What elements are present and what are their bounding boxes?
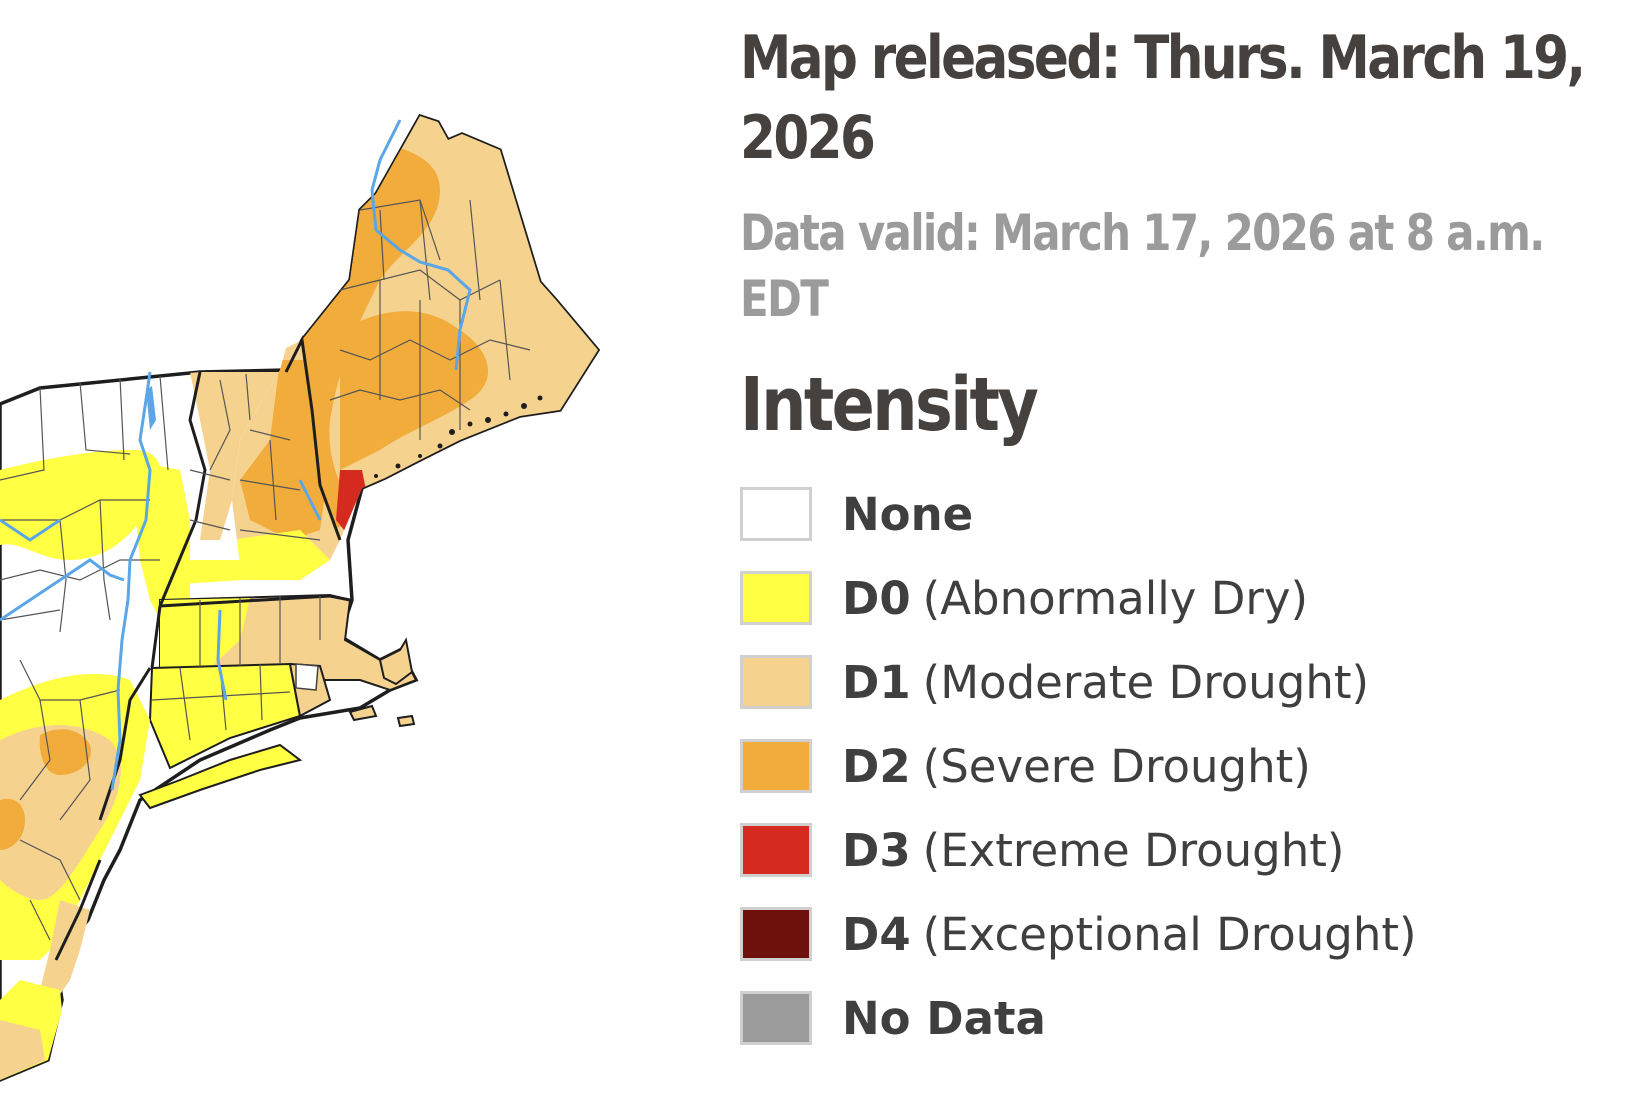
legend-description: (Abnormally Dry) <box>922 571 1309 625</box>
legend-swatch <box>740 487 812 541</box>
map-released-title: Map released: Thurs. March 19, 2026 <box>740 23 1586 173</box>
legend-swatch <box>740 739 812 793</box>
legend-label: D3 (Extreme Drought) <box>842 824 1344 877</box>
legend-item: D1 (Moderate Drought) <box>740 640 1610 724</box>
rivers <box>0 119 472 791</box>
coastal-islands <box>374 395 543 478</box>
state-borders <box>54 335 351 961</box>
legend-item: D2 (Severe Drought) <box>740 724 1610 808</box>
legend-code: No Data <box>842 991 1046 1045</box>
nj-d1 <box>40 900 90 1000</box>
legend-description: (Extreme Drought) <box>922 823 1345 877</box>
long-island <box>138 743 303 810</box>
legend-item: No Data <box>740 976 1610 1060</box>
legend-swatch <box>740 571 812 625</box>
legend-item: None <box>740 472 1610 556</box>
legend-label: D4 (Exceptional Drought) <box>842 908 1417 961</box>
intensity-heading: Intensity <box>740 362 1039 448</box>
legend-code: None <box>842 487 974 541</box>
southern-d2-b <box>0 798 25 850</box>
marthas-vineyard <box>348 704 378 722</box>
legend-swatch <box>740 991 812 1045</box>
lake-champlain <box>146 386 156 430</box>
legend-swatch <box>740 907 812 961</box>
legend-label: None <box>842 488 973 541</box>
legend-code: D3 <box>842 823 911 877</box>
legend-label: D2 (Severe Drought) <box>842 740 1311 793</box>
legend-label: No Data <box>842 992 1046 1045</box>
legend-code: D2 <box>842 739 911 793</box>
legend-label: D0 (Abnormally Dry) <box>842 572 1308 625</box>
data-valid-text: Data valid: March 17, 2026 at 8 a.m. EDT <box>740 204 1545 328</box>
legend-label: D1 (Moderate Drought) <box>842 656 1369 709</box>
ny-d0-central <box>130 460 190 640</box>
legend-code: D4 <box>842 907 911 961</box>
legend-description: (Moderate Drought) <box>922 655 1370 709</box>
info-panel: Map released: Thurs. March 19, 2026 Data… <box>740 18 1610 1060</box>
county-lines <box>0 199 531 941</box>
drought-map <box>0 0 700 1115</box>
legend-item: D4 (Exceptional Drought) <box>740 892 1610 976</box>
southern-d2 <box>39 729 91 775</box>
nantucket <box>396 714 416 728</box>
legend-swatch <box>740 823 812 877</box>
drought-map-svg <box>0 113 601 1082</box>
legend-description: (Exceptional Drought) <box>922 907 1417 961</box>
legend-description: (Severe Drought) <box>922 739 1311 793</box>
cape-cod <box>378 637 414 686</box>
legend-swatch <box>740 655 812 709</box>
southern-d1 <box>0 725 121 900</box>
legend-item: D0 (Abnormally Dry) <box>740 556 1610 640</box>
legend-item: D3 (Extreme Drought) <box>740 808 1610 892</box>
legend-code: D0 <box>842 571 911 625</box>
intensity-legend: None D0 (Abnormally Dry) D1 (Moderate Drough… <box>740 472 1610 1060</box>
legend-code: D1 <box>842 655 911 709</box>
